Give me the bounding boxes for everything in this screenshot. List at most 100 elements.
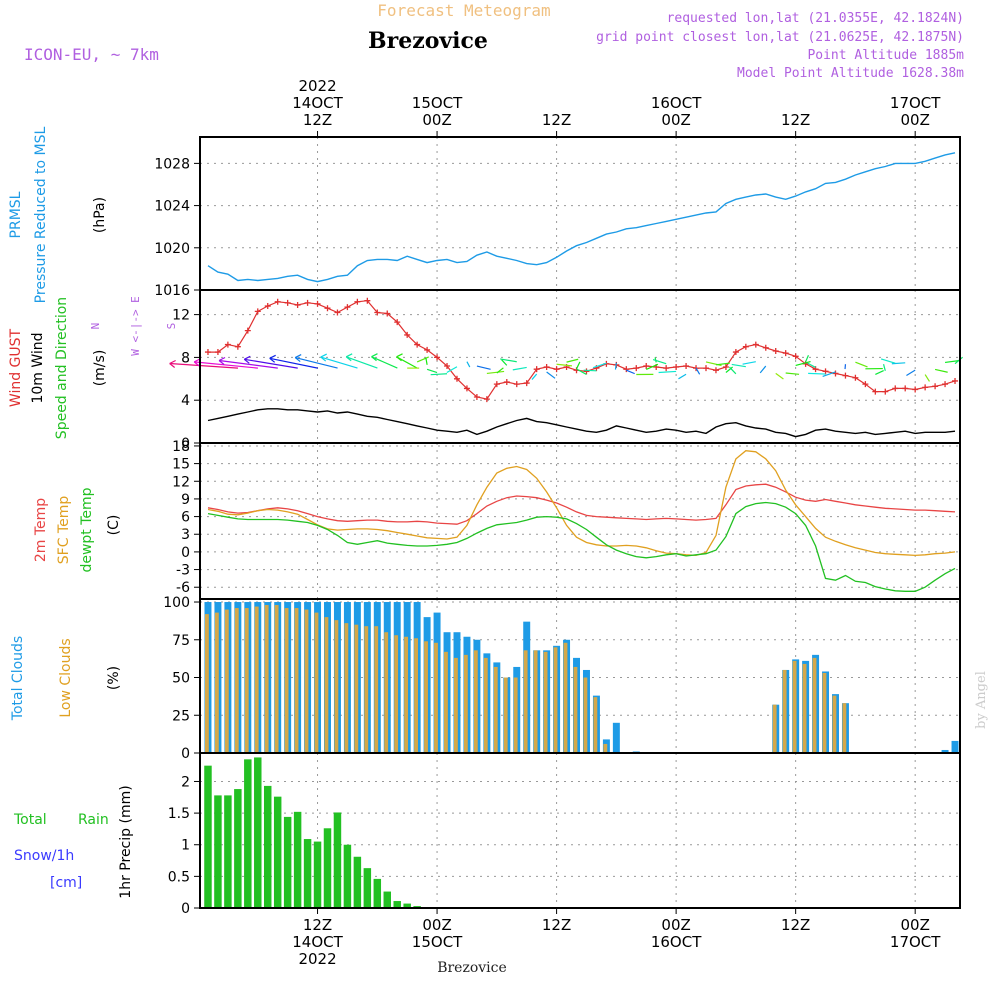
low-cloud-bar	[493, 666, 498, 753]
gust-marker	[324, 305, 331, 312]
low-cloud-bar	[772, 704, 777, 753]
wind-vector	[795, 360, 811, 366]
compass-s: S	[165, 323, 178, 330]
temp-labels: 2m Temp SFC Temp dewpt Temp (C)	[33, 487, 122, 572]
rain-bar	[363, 868, 372, 908]
wind-vector	[725, 366, 734, 373]
rain-bar	[273, 796, 282, 908]
gust-marker	[234, 343, 241, 350]
wind-vector	[496, 367, 504, 374]
gust-marker	[742, 343, 749, 350]
wind-vector	[805, 355, 810, 363]
watermark: by Angel	[974, 671, 989, 729]
ytick-label: 6	[181, 510, 190, 526]
ytick-label: 2	[181, 774, 190, 790]
rain-bar	[224, 795, 232, 908]
snow-unit: [cm]	[50, 875, 82, 891]
wind-vector	[430, 373, 448, 376]
gust-marker	[663, 365, 670, 372]
wind-label: 10m Wind	[30, 332, 46, 403]
rain-bar	[403, 903, 411, 908]
gust-marker	[872, 388, 879, 395]
wind-vector	[371, 356, 398, 369]
ytick-label: 0	[181, 746, 190, 762]
low-cloud-label: Low Clouds	[58, 638, 74, 717]
total-cloud-bar	[941, 749, 949, 753]
low-cloud-bar	[394, 635, 399, 753]
ytick-label: 0	[181, 436, 190, 452]
rain-bar	[303, 839, 312, 908]
pressure-unit: (hPa)	[92, 197, 108, 233]
wind-vector	[626, 369, 635, 375]
wind-vector	[715, 362, 730, 366]
low-cloud-bar	[364, 626, 369, 753]
model-name: ICON-EU, ~ 7km	[24, 45, 159, 64]
low-cloud-bar	[404, 636, 409, 753]
ytick-label: 1028	[154, 156, 190, 172]
ytick-label: 75	[172, 633, 190, 649]
gust-marker	[204, 349, 211, 356]
wind-vector-head	[269, 354, 276, 363]
time-label-top: 00Z	[900, 111, 929, 129]
low-cloud-bar	[513, 677, 518, 753]
low-cloud-bar	[434, 642, 438, 753]
time-label-top: 12Z	[303, 111, 332, 129]
gust-marker	[264, 303, 271, 310]
time-label-bottom: 15OCT	[412, 933, 463, 951]
gust-marker	[822, 368, 829, 375]
panel-frame	[199, 289, 961, 444]
total-label: Total	[13, 812, 47, 828]
rain-bar	[263, 785, 272, 908]
low-cloud-bar	[214, 612, 219, 753]
low-cloud-bar	[543, 651, 548, 753]
gust-marker	[712, 367, 719, 374]
gust-marker	[703, 365, 710, 372]
rain-bar	[343, 844, 352, 908]
low-cloud-bar	[344, 623, 349, 753]
dewpoint-line	[207, 501, 956, 592]
wind-vector-head	[371, 353, 378, 362]
location-title: Brezovice	[368, 28, 488, 54]
wind-vector	[742, 361, 756, 365]
low-cloud-bar	[563, 642, 568, 753]
gust-marker	[483, 396, 490, 403]
time-label-bottom: 12Z	[303, 916, 332, 934]
wind-vector	[855, 361, 868, 368]
wind-vector	[566, 358, 579, 363]
wind-vector	[575, 361, 581, 370]
rain-bar	[234, 789, 242, 908]
gust-marker	[882, 388, 889, 395]
time-label-top: 00Z	[422, 111, 451, 129]
low-cloud-bar	[334, 620, 339, 753]
gust-marker	[254, 308, 261, 315]
gridpoint-coords: grid point closest lon,lat (21.0625E, 42…	[596, 30, 964, 45]
panel-frame	[199, 136, 961, 291]
time-label-bottom: 12Z	[542, 916, 571, 934]
gust-marker	[473, 393, 480, 400]
low-cloud-bar	[463, 654, 468, 753]
ytick-label: 100	[163, 595, 190, 611]
low-cloud-bar	[593, 697, 598, 753]
plot-area: 101610201024102804812-6-3036912151802550…	[154, 77, 964, 968]
pressure-line	[207, 152, 956, 283]
gust-marker	[344, 304, 351, 311]
wind-vector	[194, 361, 258, 369]
ytick-label: 12	[172, 474, 190, 490]
ytick-label: 9	[181, 492, 190, 508]
low-cloud-bar	[254, 606, 259, 753]
wind-vector	[924, 374, 930, 382]
pressure-label-2: Pressure Reduced to MSL	[33, 126, 49, 303]
forecast-title: Forecast Meteogram	[377, 1, 550, 20]
requested-coords: requested lon,lat (21.0355E, 42.1824N)	[667, 11, 964, 26]
rain-bar	[373, 878, 382, 908]
wind-vector	[426, 368, 438, 374]
compass-n: N	[89, 323, 102, 330]
low-cloud-bar	[354, 624, 359, 753]
low-cloud-bar	[424, 641, 428, 753]
wind-vector	[882, 364, 886, 371]
gust-marker	[772, 347, 779, 354]
gust-marker	[583, 368, 590, 375]
time-label-top: 00Z	[661, 111, 690, 129]
bottom-location: Brezovice	[437, 960, 507, 976]
gust-marker	[852, 374, 859, 381]
